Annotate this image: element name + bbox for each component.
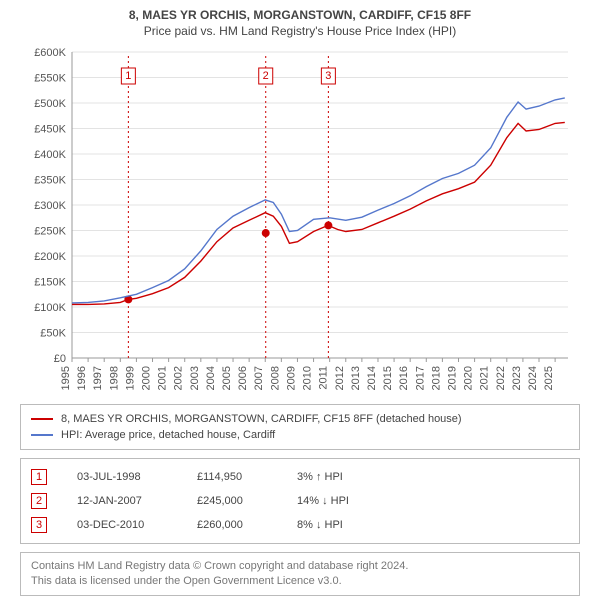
x-tick-label: 1995 xyxy=(60,366,72,390)
x-tick-label: 1999 xyxy=(124,366,136,390)
event-row-diff: 8% ↓ HPI xyxy=(297,519,417,531)
series-red xyxy=(72,122,565,304)
event-row-diff: 14% ↓ HPI xyxy=(297,495,417,507)
x-tick-label: 2006 xyxy=(237,366,249,390)
y-tick-label: £500K xyxy=(34,98,66,110)
y-tick-label: £0 xyxy=(54,353,66,365)
x-tick-label: 2011 xyxy=(318,366,330,390)
event-number: 2 xyxy=(263,70,269,82)
legend-label: 8, MAES YR ORCHIS, MORGANSTOWN, CARDIFF,… xyxy=(61,413,462,425)
event-row: 2 12-JAN-2007£245,00014% ↓ HPI xyxy=(31,489,569,513)
legend-box: 8, MAES YR ORCHIS, MORGANSTOWN, CARDIFF,… xyxy=(20,404,580,450)
legend-item: 8, MAES YR ORCHIS, MORGANSTOWN, CARDIFF,… xyxy=(31,411,569,427)
line-chart-svg: £0 £50K £100K £150K £200K £250K £300K £350K £400… xyxy=(20,46,580,396)
x-tick-label: 2008 xyxy=(269,366,281,390)
y-tick-label: £250K xyxy=(34,226,66,238)
y-tick-label: £50K xyxy=(40,328,66,340)
x-tick-label: 2003 xyxy=(189,366,201,390)
event-row-diff: 3% ↑ HPI xyxy=(297,471,417,483)
legend-swatch xyxy=(31,434,53,436)
chart-title-sub: Price paid vs. HM Land Registry's House … xyxy=(0,24,600,38)
x-tick-label: 2005 xyxy=(221,366,233,390)
grid xyxy=(72,52,568,358)
x-tick-label: 1996 xyxy=(76,366,88,390)
y-tick-label: £100K xyxy=(34,302,66,314)
event-row-price: £114,950 xyxy=(197,471,297,483)
chart-area: £0 £50K £100K £150K £200K £250K £300K £350K £400… xyxy=(20,46,580,396)
x-tick-label: 2016 xyxy=(398,366,410,390)
event-row-date: 12-JAN-2007 xyxy=(77,495,197,507)
x-tick-label: 2018 xyxy=(430,366,442,390)
y-tick-label: £450K xyxy=(34,124,66,136)
event-number: 3 xyxy=(325,70,331,82)
footer-line1: Contains HM Land Registry data © Crown c… xyxy=(31,559,569,574)
x-tick-label: 2013 xyxy=(350,366,362,390)
y-tick-label: £600K xyxy=(34,47,66,59)
event-row-number: 2 xyxy=(31,493,47,509)
y-tick-label: £350K xyxy=(34,175,66,187)
legend-label: HPI: Average price, detached house, Card… xyxy=(61,429,275,441)
event-number: 1 xyxy=(125,70,131,82)
chart-title-block: 8, MAES YR ORCHIS, MORGANSTOWN, CARDIFF,… xyxy=(0,0,600,42)
x-tick-label: 1997 xyxy=(92,366,104,390)
event-row-price: £245,000 xyxy=(197,495,297,507)
event-row-date: 03-JUL-1998 xyxy=(77,471,197,483)
x-axis: 1995 1996 1997 1998 1999 2000 2001 2002 2003 2004… xyxy=(60,358,555,390)
x-tick-label: 2012 xyxy=(334,366,346,390)
chart-title-main: 8, MAES YR ORCHIS, MORGANSTOWN, CARDIFF,… xyxy=(0,8,600,22)
x-tick-label: 2025 xyxy=(543,366,555,390)
legend-swatch xyxy=(31,418,53,420)
x-tick-label: 2023 xyxy=(511,366,523,390)
event-row: 1 03-JUL-1998£114,9503% ↑ HPI xyxy=(31,465,569,489)
event-row: 3 03-DEC-2010£260,0008% ↓ HPI xyxy=(31,513,569,537)
y-tick-label: £400K xyxy=(34,149,66,161)
x-tick-label: 2007 xyxy=(253,366,265,390)
x-tick-label: 1998 xyxy=(108,366,120,390)
legend-item: HPI: Average price, detached house, Card… xyxy=(31,427,569,443)
x-tick-label: 2000 xyxy=(141,366,153,390)
event-row-number: 3 xyxy=(31,517,47,533)
x-tick-label: 2015 xyxy=(382,366,394,390)
event-row-price: £260,000 xyxy=(197,519,297,531)
x-tick-label: 2021 xyxy=(479,366,491,390)
event-row-number: 1 xyxy=(31,469,47,485)
footer-line2: This data is licensed under the Open Gov… xyxy=(31,574,569,589)
x-tick-label: 2010 xyxy=(302,366,314,390)
y-tick-label: £200K xyxy=(34,251,66,263)
y-tick-label: £550K xyxy=(34,73,66,85)
x-tick-label: 2002 xyxy=(173,366,185,390)
attribution-footer: Contains HM Land Registry data © Crown c… xyxy=(20,552,580,596)
x-tick-label: 2004 xyxy=(205,366,217,390)
y-tick-label: £300K xyxy=(34,200,66,212)
event-row-date: 03-DEC-2010 xyxy=(77,519,197,531)
x-tick-label: 2009 xyxy=(285,366,297,390)
events-table: 1 03-JUL-1998£114,9503% ↑ HPI 2 12-JAN-2007… xyxy=(20,458,580,544)
x-tick-label: 2024 xyxy=(527,366,539,390)
x-tick-label: 2017 xyxy=(414,366,426,390)
event-marker xyxy=(262,229,270,237)
x-tick-label: 2014 xyxy=(366,366,378,390)
x-tick-label: 2019 xyxy=(446,366,458,390)
x-tick-label: 2022 xyxy=(495,366,507,390)
x-tick-label: 2020 xyxy=(463,366,475,390)
y-tick-label: £150K xyxy=(34,277,66,289)
x-tick-label: 2001 xyxy=(157,366,169,390)
